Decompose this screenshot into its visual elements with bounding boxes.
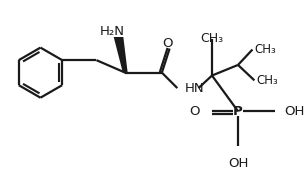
Text: HN: HN [185, 82, 205, 94]
Polygon shape [114, 37, 128, 73]
Text: CH₃: CH₃ [256, 74, 278, 87]
Text: CH₃: CH₃ [200, 32, 224, 45]
Text: O: O [189, 105, 200, 118]
Text: CH₃: CH₃ [254, 43, 276, 56]
Text: H₂N: H₂N [100, 25, 125, 39]
Text: OH: OH [284, 105, 305, 118]
Text: OH: OH [228, 158, 248, 170]
Text: P: P [233, 105, 243, 118]
Text: O: O [162, 37, 173, 50]
